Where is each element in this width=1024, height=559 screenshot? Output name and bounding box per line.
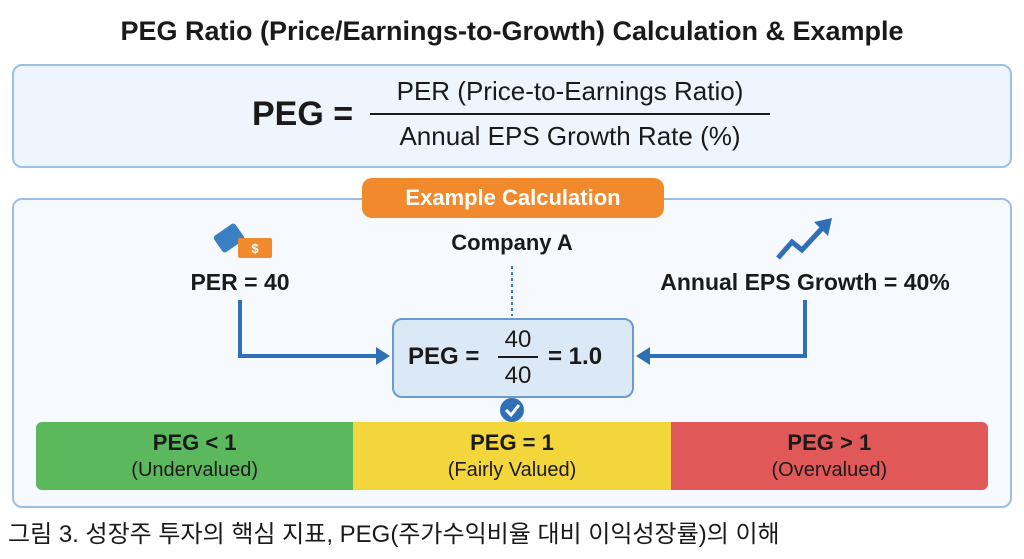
arrowhead: [376, 347, 390, 365]
trend-arrowhead: [814, 218, 832, 236]
arrowhead: [636, 347, 650, 365]
per-value: PER = 40: [190, 269, 290, 295]
band-label: PEG > 1: [787, 430, 872, 455]
check-mark: [504, 404, 521, 418]
caption: 그림 3. 성장주 투자의 핵심 지표, PEG(주가수익비율 대비 이익성장률…: [8, 521, 780, 548]
formula-denominator: Annual EPS Growth Rate (%): [399, 121, 741, 151]
formula-numerator: PER (Price-to-Earnings Ratio): [396, 76, 744, 106]
svg-text:$: $: [251, 241, 259, 256]
tag-icon: $: [213, 223, 272, 258]
calc-numerator: 40: [504, 326, 532, 353]
title: PEG Ratio (Price/Earnings-to-Growth) Cal…: [120, 16, 904, 46]
band-label: PEG < 1: [152, 430, 237, 455]
fraction-line: [498, 356, 538, 358]
check-icon: [500, 398, 524, 422]
calc-result: = 1.0: [548, 343, 603, 370]
band-row: PEG < 1 (Undervalued) PEG = 1 (Fairly Va…: [36, 422, 988, 490]
example-label: Example Calculation: [362, 178, 664, 218]
formula-lhs: PEG =: [252, 95, 354, 133]
band-note: (Undervalued): [131, 459, 259, 481]
trend-icon: [776, 222, 828, 260]
arrow-right: [646, 300, 807, 358]
band-label: PEG = 1: [470, 430, 554, 455]
band: PEG > 1 (Overvalued): [670, 422, 988, 490]
band-note: (Fairly Valued): [447, 459, 577, 481]
calc-box: [392, 318, 634, 398]
calc-lhs: PEG =: [408, 343, 480, 370]
growth-value: Annual EPS Growth = 40%: [660, 269, 950, 295]
formula-box: [12, 64, 1012, 168]
company-name: Company A: [451, 230, 573, 255]
arrow-left: [238, 300, 380, 358]
band: PEG = 1 (Fairly Valued): [353, 422, 671, 490]
band-note: (Overvalued): [771, 459, 888, 481]
fraction-line: [370, 113, 770, 115]
band: PEG < 1 (Undervalued): [36, 422, 354, 490]
calc-denominator: 40: [504, 362, 532, 389]
